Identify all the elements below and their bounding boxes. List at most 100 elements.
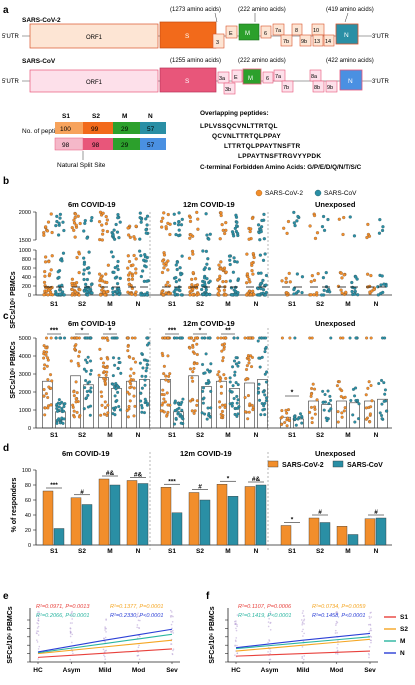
b-point <box>46 220 51 224</box>
b-point <box>256 287 260 291</box>
c-point <box>245 364 249 368</box>
f-line-n <box>235 632 371 649</box>
c-point <box>60 416 64 420</box>
c-point <box>365 336 369 340</box>
c-point <box>49 373 53 377</box>
f-point <box>336 647 338 649</box>
c-point <box>236 336 240 340</box>
b-point <box>56 270 60 274</box>
b-point <box>144 231 148 235</box>
b-point <box>160 225 164 229</box>
c-point <box>343 406 347 410</box>
b-point <box>132 253 136 258</box>
b-point <box>257 293 261 297</box>
b-point <box>134 271 138 275</box>
b-point <box>245 252 249 256</box>
c-point <box>103 406 107 410</box>
b-point <box>227 254 232 258</box>
c-point <box>193 336 197 340</box>
c-point <box>349 399 353 403</box>
c-point <box>343 395 347 399</box>
b-point <box>233 285 238 290</box>
b-point <box>83 218 87 223</box>
b-point <box>75 281 79 285</box>
c-point <box>284 408 288 412</box>
c-point <box>192 338 196 342</box>
c-point <box>250 365 254 369</box>
c-point <box>84 379 88 383</box>
cov2-s-annotation: (1273 amino acids) <box>170 7 221 13</box>
c-point <box>204 352 208 356</box>
e-point <box>38 645 41 648</box>
b-point <box>365 235 369 240</box>
b-point <box>58 212 63 216</box>
b-point <box>262 212 266 216</box>
c-point <box>230 390 234 394</box>
c-sig-label: * <box>199 328 202 335</box>
b-point <box>109 250 114 254</box>
c-point <box>145 362 149 366</box>
b-point <box>285 231 289 235</box>
c-point <box>309 392 313 396</box>
b-point <box>282 226 286 230</box>
c-xtick-label: S2 <box>196 432 204 439</box>
e-point <box>170 643 172 645</box>
c-point <box>176 410 180 414</box>
b-point <box>246 274 250 279</box>
b-point <box>82 272 86 276</box>
b-point <box>90 216 94 220</box>
b-point <box>244 293 249 297</box>
c-bar <box>336 400 347 429</box>
c-point <box>138 361 142 365</box>
panel-letter-a: a <box>3 5 9 16</box>
b-point <box>173 292 177 296</box>
f-point <box>368 615 371 618</box>
c-point <box>201 401 205 405</box>
b-point <box>111 255 115 259</box>
b-ytick-label: 400 <box>22 275 31 281</box>
b-point <box>175 267 179 272</box>
b-point <box>190 249 195 254</box>
c-point <box>106 411 110 415</box>
b-point <box>70 226 74 230</box>
b-point <box>188 236 192 240</box>
f-point <box>336 650 339 653</box>
e-ylabel: SFCs/10⁶ PBMCs <box>7 606 14 663</box>
b-point <box>261 278 265 283</box>
d-sig-label: #& <box>134 472 143 479</box>
b-point <box>380 274 384 278</box>
b-point <box>168 232 172 237</box>
e-point <box>37 617 40 620</box>
c-point <box>75 410 79 414</box>
d-bar <box>42 490 54 546</box>
c-point <box>283 421 287 425</box>
c-point <box>61 421 65 425</box>
c-point <box>140 410 144 414</box>
c-point <box>195 342 199 346</box>
c-ytick-label: 1000 <box>19 408 31 414</box>
d-group-6m: 6m COVID-19 <box>62 449 110 458</box>
c-xtick-label: M <box>345 432 350 439</box>
b-point <box>87 266 91 270</box>
c-point <box>43 413 47 417</box>
d-bar <box>375 517 387 546</box>
d-sig-label: * <box>291 517 294 524</box>
b-point <box>47 288 51 292</box>
b-point <box>105 229 110 234</box>
b-point <box>377 231 382 235</box>
b-point <box>348 215 352 219</box>
b-point <box>49 212 53 216</box>
d-bar <box>280 525 292 546</box>
f-point <box>301 657 304 659</box>
cov-gene-3a: 3a <box>219 76 226 82</box>
c-point <box>161 388 165 392</box>
panel-letter-f: f <box>206 591 210 602</box>
b-point <box>221 228 225 232</box>
c-bar <box>364 400 375 429</box>
c-point <box>71 405 75 409</box>
c-point <box>322 408 326 412</box>
c-point <box>160 351 164 355</box>
b-point <box>296 214 300 219</box>
c-point <box>221 403 225 407</box>
overlap-line-4: LPPAYTNSFTRGVYYPDK <box>238 153 321 160</box>
